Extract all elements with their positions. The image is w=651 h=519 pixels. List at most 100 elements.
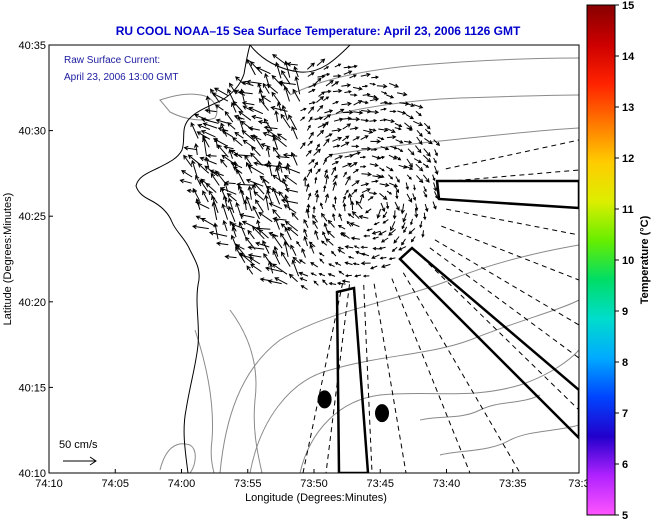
current-vector [347, 213, 355, 219]
current-vector [229, 82, 237, 95]
track-line [391, 278, 471, 473]
current-vector [406, 174, 412, 180]
current-vector [407, 148, 415, 156]
current-vector [292, 256, 301, 264]
current-vector [342, 171, 347, 178]
current-vector [201, 137, 207, 157]
colorbar-tick-label: 8 [622, 357, 628, 369]
colorbar-tick-label: 5 [622, 510, 628, 519]
current-vector [291, 259, 300, 277]
current-vector [274, 110, 279, 122]
current-vector [320, 240, 328, 246]
current-vector [327, 273, 336, 277]
current-vector [241, 101, 255, 106]
current-vector [317, 74, 326, 79]
current-vector [352, 151, 361, 156]
current-vector [391, 246, 398, 252]
current-vector [260, 143, 271, 148]
current-vector [306, 168, 312, 178]
current-vector [260, 95, 271, 103]
current-vector [316, 58, 326, 66]
current-vector [341, 279, 350, 284]
current-vector [281, 70, 291, 85]
current-vector [232, 137, 243, 147]
current-vector [239, 188, 246, 204]
current-vector [195, 201, 210, 210]
current-vector [379, 167, 385, 172]
current-vector [179, 178, 192, 184]
current-vector [248, 106, 264, 115]
current-vector [314, 189, 319, 196]
current-vector [368, 109, 380, 115]
current-vector [401, 222, 406, 230]
lon-tick-label: 73:45 [366, 478, 394, 490]
current-vector [406, 193, 413, 203]
current-vector [406, 127, 413, 131]
current-vector [389, 109, 397, 114]
current-vector [276, 133, 287, 141]
current-vector [353, 100, 363, 106]
current-vector [433, 139, 441, 147]
current-vector [301, 247, 306, 258]
current-vector [332, 144, 341, 148]
current-vector [410, 218, 413, 226]
current-vector [405, 113, 415, 120]
current-vector [258, 229, 269, 239]
current-vector [380, 202, 386, 213]
current-vector [263, 118, 273, 132]
current-vector [370, 265, 378, 270]
current-vector [300, 116, 306, 121]
current-vector [378, 246, 386, 250]
current-vector [244, 154, 252, 165]
current-vector [271, 134, 287, 147]
colorbar-tick-label: 12 [622, 153, 634, 165]
current-vector [266, 189, 273, 204]
current-vector [278, 190, 289, 205]
current-vector [266, 83, 279, 94]
current-vector [334, 262, 342, 266]
current-vector [392, 210, 397, 220]
current-vector [237, 115, 244, 131]
current-vector [280, 232, 290, 248]
current-vector [394, 155, 402, 161]
current-vector [293, 65, 299, 78]
current-vector [385, 201, 390, 210]
current-vector [344, 175, 351, 186]
current-vector [361, 188, 371, 194]
current-vector [361, 252, 370, 257]
current-vector [305, 149, 312, 157]
current-vector [340, 141, 350, 148]
current-vector [332, 136, 343, 142]
current-vector [403, 226, 408, 234]
station-marker [317, 390, 332, 409]
current-vector [322, 72, 331, 77]
current-vector [380, 107, 387, 111]
current-vector [331, 166, 337, 176]
current-vector [323, 138, 330, 147]
current-vector [205, 182, 217, 193]
current-vector [308, 241, 316, 247]
current-vector [282, 152, 298, 158]
current-vector [267, 279, 282, 285]
current-vector [360, 118, 370, 123]
lat-tick-label: 40:30 [18, 126, 46, 138]
current-vector [231, 223, 246, 230]
current-vector [342, 123, 352, 130]
current-vector [332, 203, 337, 211]
current-vector [275, 61, 282, 79]
current-vector [280, 198, 299, 204]
current-vector [256, 219, 261, 230]
coastline-bay [249, 45, 351, 73]
current-vector [275, 154, 290, 160]
current-vector [369, 82, 377, 86]
current-vector [330, 250, 337, 257]
current-vector [200, 130, 216, 138]
current-vector [324, 174, 330, 185]
current-vector [331, 212, 336, 221]
current-vector [405, 182, 409, 191]
current-vector [255, 66, 271, 75]
current-vector [405, 102, 415, 107]
current-vector [241, 130, 256, 142]
current-vector [349, 126, 359, 131]
